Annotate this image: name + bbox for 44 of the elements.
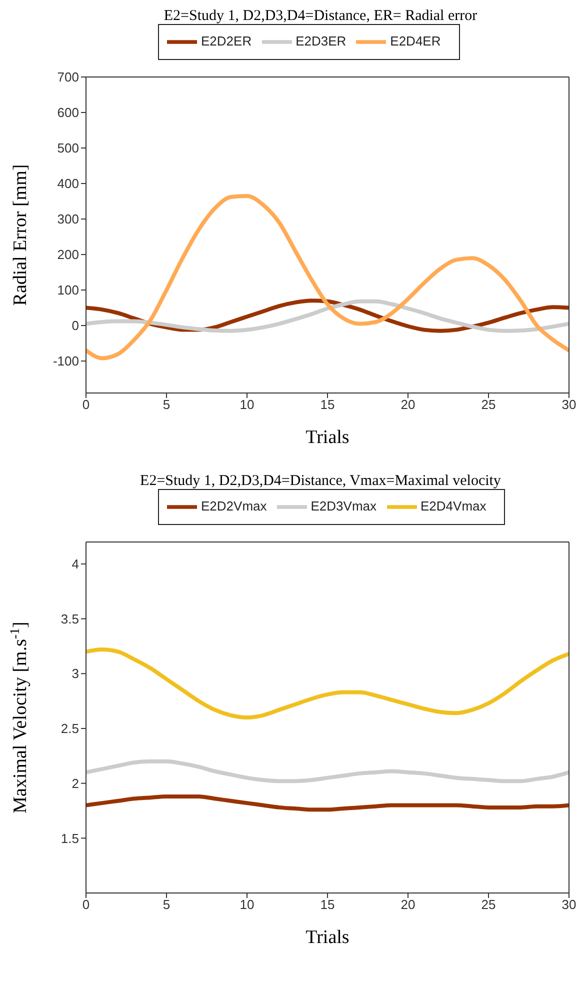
- y-tick-label: 500: [57, 140, 79, 156]
- x-tick-label: 0: [82, 397, 90, 412]
- x-tick-label: 15: [320, 397, 335, 412]
- y-tick-label: -100: [52, 354, 79, 369]
- x-tick-label: 25: [481, 897, 496, 912]
- x-tick-label: 10: [240, 397, 254, 412]
- x-tick-label: 10: [240, 897, 254, 912]
- y-tick-label: 4: [72, 556, 79, 572]
- x-axis-title: Trials: [306, 427, 350, 448]
- legend-label: E2D2ER: [201, 33, 252, 48]
- x-tick-label: 30: [562, 397, 576, 412]
- legend-label: E2D4Vmax: [420, 498, 486, 514]
- line-series: [86, 794, 569, 812]
- x-tick-label: 20: [400, 397, 416, 412]
- y-tick-label: 300: [57, 212, 79, 227]
- x-tick-label: 5: [162, 897, 170, 912]
- x-axis-title: Trials: [306, 927, 350, 948]
- y-axis-title: Radial Error [mm]: [10, 164, 31, 306]
- line-series: [86, 647, 569, 720]
- y-tick-label: 3.5: [60, 611, 79, 626]
- y-tick-label: 100: [57, 282, 79, 298]
- legend-label: E2D2Vmax: [201, 498, 267, 514]
- x-tick-label: 30: [562, 897, 576, 912]
- y-tick-label: 700: [57, 70, 79, 85]
- x-tick-label: 5: [162, 397, 170, 412]
- x-tick-label: 0: [82, 897, 90, 912]
- y-tick-label: 0: [72, 318, 79, 334]
- legend-label: E2D3Vmax: [310, 498, 376, 514]
- y-tick-label: 3: [72, 666, 79, 682]
- y-tick-label: 1.5: [60, 830, 79, 846]
- y-tick-label: 400: [57, 176, 79, 192]
- line-series: [86, 194, 569, 360]
- line-series: [86, 759, 569, 784]
- y-tick-label: 600: [57, 105, 79, 120]
- legend-label: E2D4ER: [390, 33, 441, 48]
- chart-title: E2=Study 1, D2,D3,D4=Distance, ER= Radial error: [162, 8, 478, 26]
- x-tick-label: 15: [320, 897, 335, 912]
- legend-label: E2D3ER: [296, 33, 346, 48]
- y-tick-label: 2.5: [60, 721, 79, 736]
- y-tick-label: 2: [72, 776, 79, 791]
- y-tick-label: 200: [57, 247, 79, 262]
- x-tick-label: 20: [400, 897, 416, 912]
- x-tick-label: 25: [481, 397, 496, 412]
- chart-title: E2=Study 1, D2,D3,D4=Distance, Vmax=Maximal velocity: [139, 473, 502, 491]
